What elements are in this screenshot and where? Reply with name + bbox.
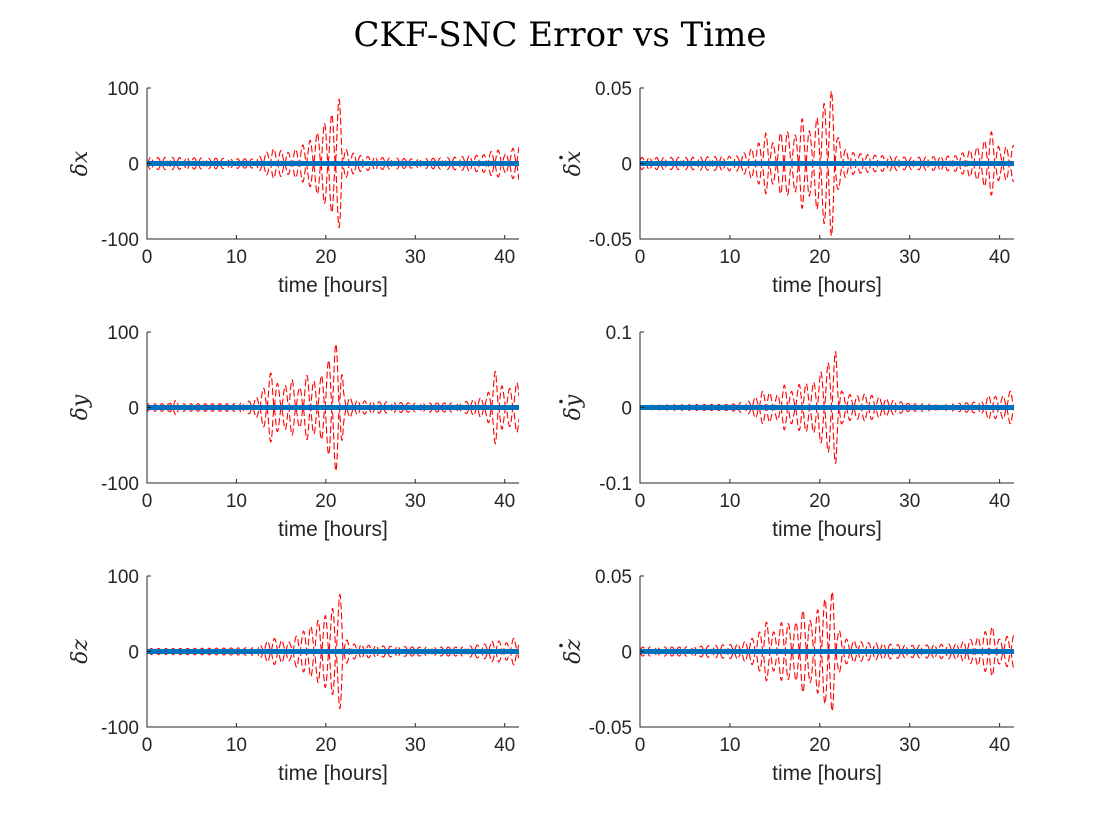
y-axis-label: δy — [68, 394, 93, 420]
x-axis-label: time [hours] — [278, 274, 388, 297]
x-tick-label: 20 — [809, 491, 830, 512]
y-tick-label: -0.05 — [589, 718, 632, 739]
x-tick-label: 0 — [142, 491, 153, 512]
y-axis-label: δy — [561, 394, 586, 420]
x-tick-label: 40 — [494, 735, 515, 756]
sigma-bound-upper-line — [640, 591, 1014, 654]
y-tick-label: 0.05 — [595, 567, 632, 588]
y-axis-label: δz — [68, 639, 93, 664]
y-tick-label: -100 — [101, 230, 139, 251]
y-tick-label: 0 — [128, 643, 139, 664]
plot-area — [147, 98, 519, 229]
sigma-bound-upper-line — [147, 593, 519, 654]
x-tick-label: 30 — [899, 247, 920, 268]
x-axis-label: time [hours] — [772, 518, 882, 541]
x-tick-label: 0 — [635, 247, 646, 268]
y-axis-label-group: δz — [68, 639, 93, 664]
x-axis-label: time [hours] — [278, 762, 388, 785]
x-tick-label: 40 — [494, 491, 515, 512]
y-axis-label-group: δx — [559, 150, 586, 176]
sigma-bound-upper-line — [147, 342, 519, 410]
x-tick-label: 0 — [635, 491, 646, 512]
y-tick-label: 100 — [107, 567, 139, 588]
plot-area — [147, 593, 519, 710]
y-tick-label: 0 — [621, 399, 632, 420]
sigma-bound-lower-line — [147, 161, 519, 229]
figure-title: CKF-SNC Error vs Time — [353, 15, 766, 55]
y-tick-label: 0 — [128, 155, 139, 176]
x-tick-label: 10 — [226, 491, 247, 512]
sigma-bound-upper-line — [640, 350, 1014, 410]
sigma-bound-lower-line — [147, 649, 519, 710]
x-tick-label: 10 — [226, 247, 247, 268]
y-tick-label: -0.05 — [589, 230, 632, 251]
x-tick-label: 30 — [899, 735, 920, 756]
y-tick-label: 0 — [621, 155, 632, 176]
x-tick-label: 40 — [989, 735, 1010, 756]
sigma-bound-lower-line — [640, 405, 1014, 465]
y-tick-label: 0 — [621, 643, 632, 664]
x-tick-label: 30 — [405, 247, 426, 268]
sigma-bound-lower-line — [147, 405, 519, 473]
x-tick-label: 10 — [719, 735, 740, 756]
y-axis-label: δx — [68, 150, 93, 176]
x-tick-label: 40 — [989, 491, 1010, 512]
y-axis-label-group: δx — [68, 150, 93, 176]
x-axis-label: time [hours] — [772, 762, 882, 785]
plot-area — [640, 591, 1014, 712]
derivative-dot — [559, 643, 563, 648]
y-axis-label-group: δy — [559, 394, 586, 420]
x-axis-label: time [hours] — [278, 518, 388, 541]
y-tick-label: 0 — [128, 399, 139, 420]
y-axis-label-group: δz — [559, 639, 586, 664]
plot-area — [147, 342, 519, 473]
derivative-dot — [559, 155, 563, 160]
x-tick-label: 20 — [315, 735, 336, 756]
x-tick-label: 0 — [635, 735, 646, 756]
y-tick-label: -0.1 — [599, 474, 632, 495]
x-tick-label: 40 — [989, 247, 1010, 268]
sigma-bound-upper-line — [640, 90, 1014, 166]
plot-area — [640, 90, 1014, 237]
x-tick-label: 40 — [494, 247, 515, 268]
y-tick-label: -100 — [101, 718, 139, 739]
plot-area — [640, 350, 1014, 465]
x-tick-label: 10 — [719, 491, 740, 512]
y-axis-label: δz — [561, 639, 586, 664]
x-tick-label: 0 — [142, 735, 153, 756]
y-tick-label: 0.1 — [606, 323, 632, 344]
x-tick-label: 30 — [899, 491, 920, 512]
sigma-bound-lower-line — [640, 649, 1014, 712]
x-tick-label: 20 — [809, 735, 830, 756]
x-tick-label: 30 — [405, 735, 426, 756]
x-tick-label: 20 — [315, 491, 336, 512]
y-tick-label: -100 — [101, 474, 139, 495]
sigma-bound-upper-line — [147, 98, 519, 166]
x-tick-label: 10 — [226, 735, 247, 756]
y-tick-label: 100 — [107, 323, 139, 344]
x-tick-label: 0 — [142, 247, 153, 268]
x-axis-label: time [hours] — [772, 274, 882, 297]
y-axis-label-group: δy — [68, 394, 93, 420]
y-tick-label: 100 — [107, 79, 139, 100]
derivative-dot — [559, 399, 563, 404]
x-tick-label: 30 — [405, 491, 426, 512]
y-tick-label: 0.05 — [595, 79, 632, 100]
x-tick-label: 20 — [809, 247, 830, 268]
x-tick-label: 10 — [719, 247, 740, 268]
sigma-bound-lower-line — [640, 161, 1014, 237]
y-axis-label: δx — [561, 150, 586, 176]
x-tick-label: 20 — [315, 247, 336, 268]
